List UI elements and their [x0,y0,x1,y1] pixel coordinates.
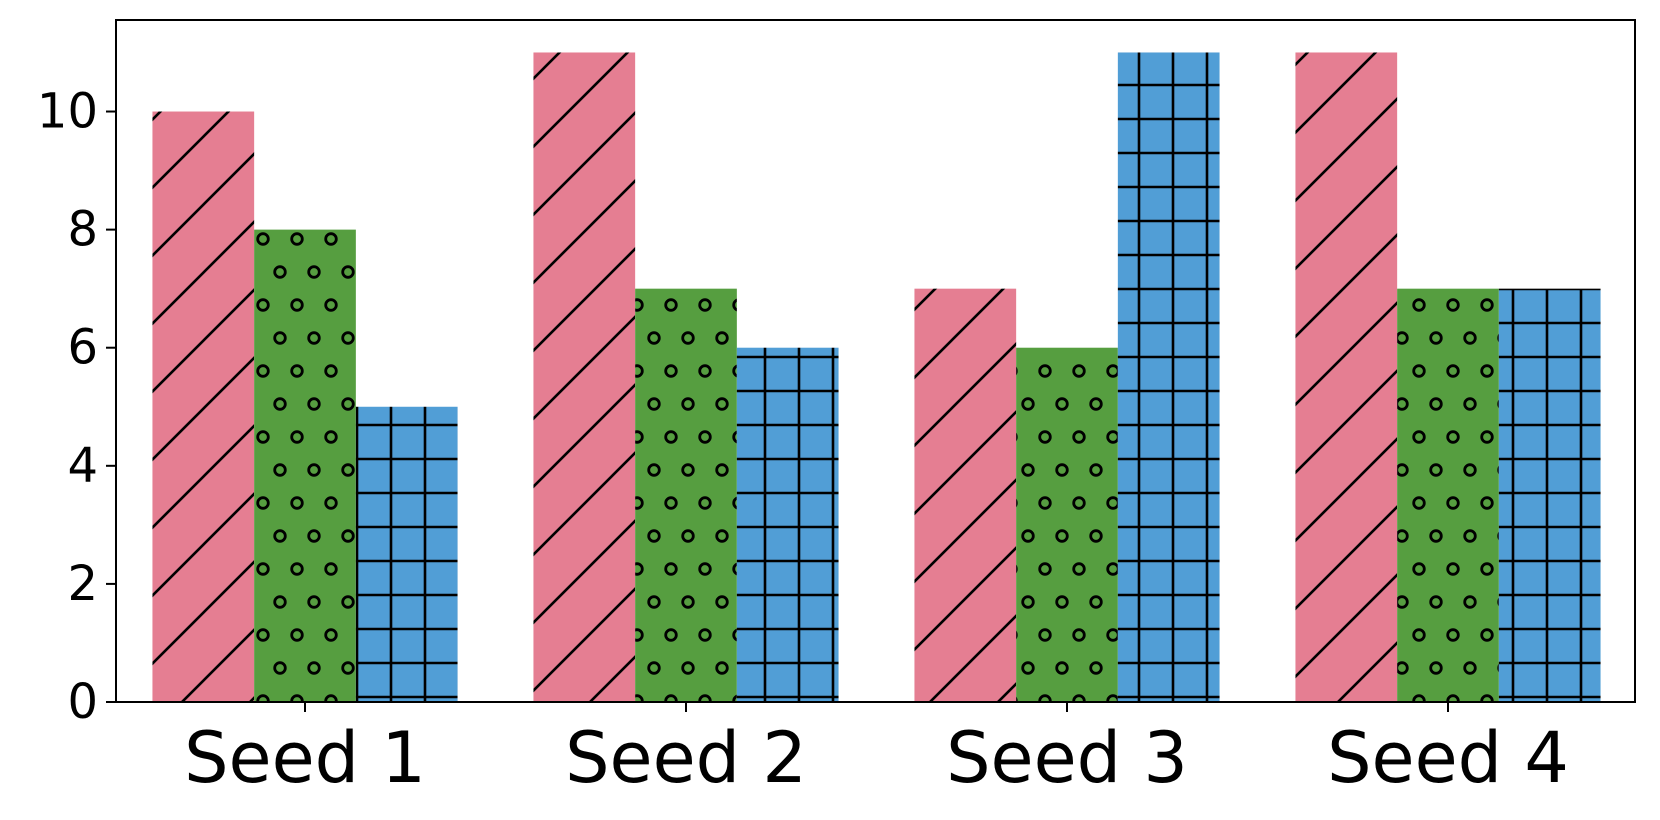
bar-seed-3-s3 [1117,52,1220,703]
y-tick-label: 2 [67,556,98,612]
bar-seed-4-s3 [1498,288,1601,702]
bar-seed-1-s1 [152,111,255,702]
bar-seed-1-s3 [355,406,458,702]
bar-seed-1-s2 [254,229,356,702]
bar-seed-4-s1 [1295,52,1398,703]
x-tick-label: Seed 1 [184,717,426,799]
bars-layer [152,52,1601,703]
x-tick-label: Seed 3 [946,717,1188,799]
bar-seed-2-s3 [736,347,839,702]
y-axis: 0 2 4 6 8 10 [37,84,116,730]
y-tick-label: 6 [67,320,98,376]
y-tick-label: 0 [67,674,98,730]
x-tick-label: Seed 4 [1327,717,1569,799]
bar-seed-3-s1 [914,288,1017,702]
x-axis: Seed 1 Seed 2 Seed 3 Seed 4 [184,702,1569,799]
bar-seed-3-s2 [1016,347,1118,702]
bar-seed-2-s1 [533,52,636,703]
y-tick-label: 8 [67,202,98,258]
y-tick-label: 10 [37,84,98,140]
x-tick-label: Seed 2 [565,717,807,799]
bar-seed-2-s2 [635,288,737,702]
plot-frame [115,19,1636,703]
bar-seed-4-s2 [1397,288,1499,702]
y-tick-label: 4 [67,438,98,494]
